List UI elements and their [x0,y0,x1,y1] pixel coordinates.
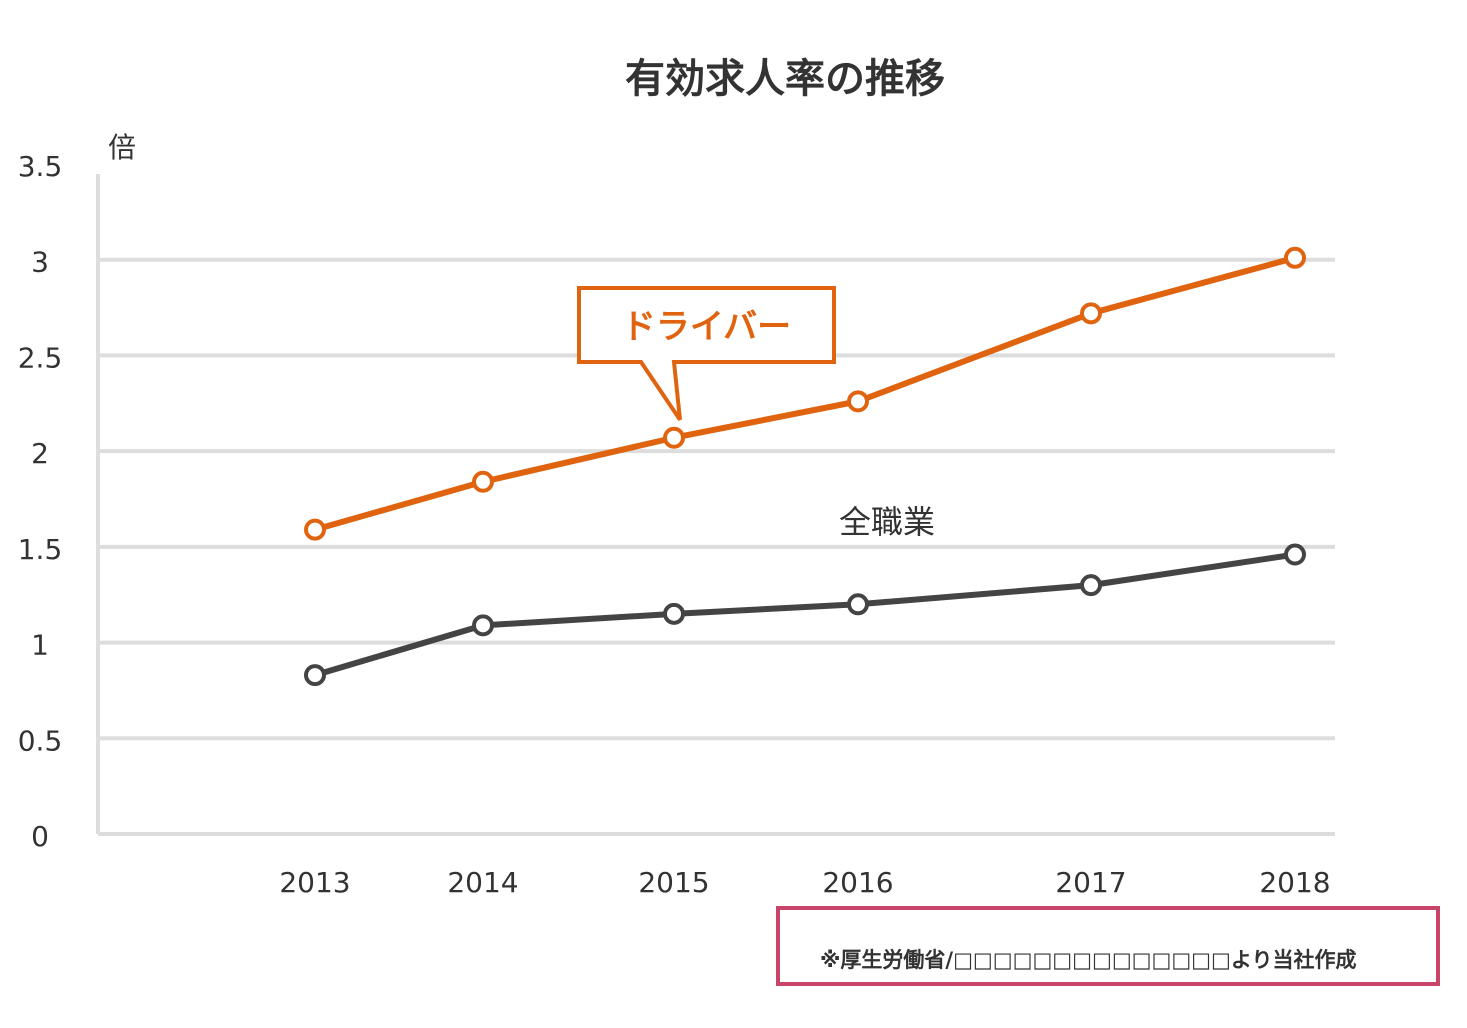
data-point [663,602,685,625]
data-point [847,390,869,413]
y-tick-labels: 0 0.5 1 1.5 2 2.5 3 3.5 [18,150,63,853]
axes [96,174,1335,836]
data-point [847,593,869,616]
data-point [304,518,326,541]
x-tick-label: 2016 [822,866,893,899]
chart-title: 有効求人率の推移 [625,56,945,102]
series-group [304,246,1306,687]
x-tick-label: 2015 [638,866,709,899]
series-callout [577,286,836,421]
y-tick-label: 2.5 [18,341,63,374]
y-tick-label: 1 [31,629,49,662]
source-note: ※厚生労働省/□□□□□□□□□□□□□□より当社作成 [820,948,1357,972]
y-tick-label: 0 [31,820,49,853]
data-point [1284,246,1306,269]
data-point [1284,543,1306,566]
series-label: ドライバー [622,307,791,347]
x-tick-label: 2013 [279,866,350,899]
x-tick-label: 2014 [447,866,518,899]
data-point [304,664,326,687]
y-tick-label: 2 [31,437,49,470]
x-tick-label: 2018 [1259,866,1330,899]
data-point [472,614,494,637]
series-line [314,551,1296,678]
y-tick-label: 3 [31,246,49,279]
y-tick-label: 3.5 [18,150,63,183]
x-tick-label: 2017 [1055,866,1126,899]
data-point [472,470,494,493]
data-point [1080,302,1102,325]
x-tick-labels: 2013 2014 2015 2016 2017 2018 [279,866,1330,899]
y-tick-label: 0.5 [18,724,63,757]
data-point [663,426,685,449]
series-line [314,254,1296,533]
source-note-box: ※厚生労働省/□□□□□□□□□□□□□□より当社作成 [776,906,1440,986]
y-tick-label: 1.5 [18,533,63,566]
y-axis-unit: 倍 [108,131,136,164]
data-point [1080,574,1102,597]
series-label: 全職業 [839,503,935,541]
